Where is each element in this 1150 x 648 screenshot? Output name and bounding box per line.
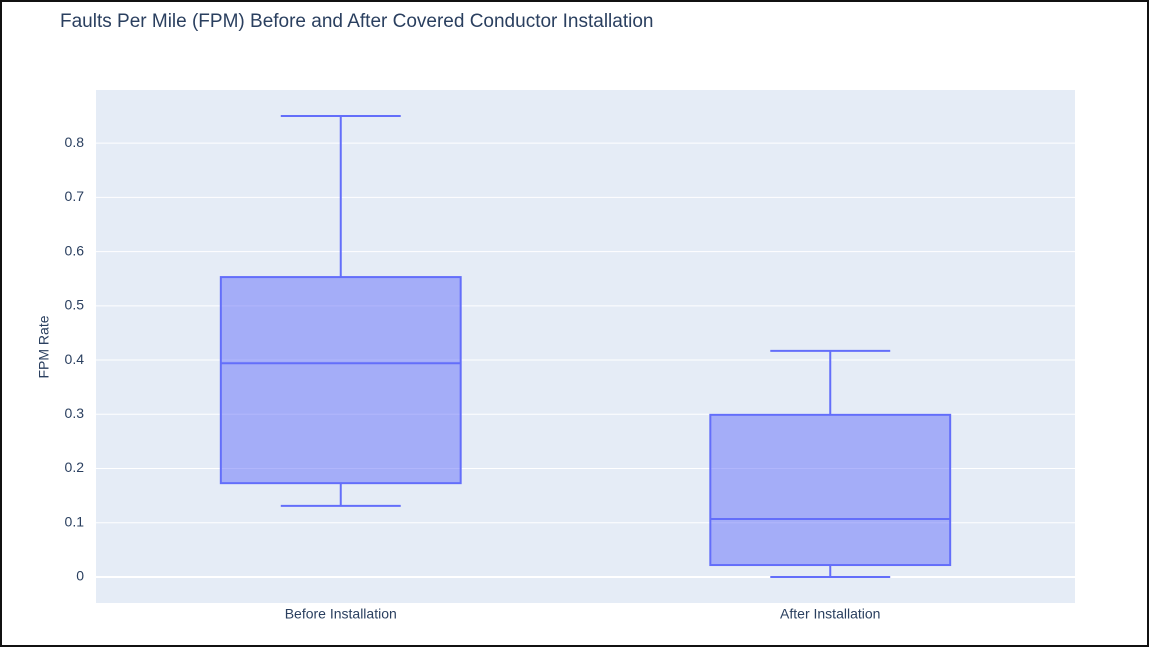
y-tick-label: 0.4 xyxy=(65,351,85,367)
y-tick-label: 0.6 xyxy=(65,242,85,258)
x-tick-label: After Installation xyxy=(780,606,880,622)
chart-title: Faults Per Mile (FPM) Before and After C… xyxy=(60,11,653,32)
x-tick-label: Before Installation xyxy=(285,606,397,622)
y-tick-label: 0.8 xyxy=(65,134,85,150)
y-tick-label: 0.2 xyxy=(65,459,85,475)
y-tick-label: 0.5 xyxy=(65,297,85,313)
box xyxy=(219,276,462,485)
y-tick-label: 0.1 xyxy=(65,513,85,529)
y-axis-label: FPM Rate xyxy=(36,315,52,378)
y-tick-label: 0.7 xyxy=(65,188,85,204)
box xyxy=(709,413,952,567)
y-tick-label: 0.3 xyxy=(65,405,85,421)
y-tick-label: 0 xyxy=(76,568,84,584)
